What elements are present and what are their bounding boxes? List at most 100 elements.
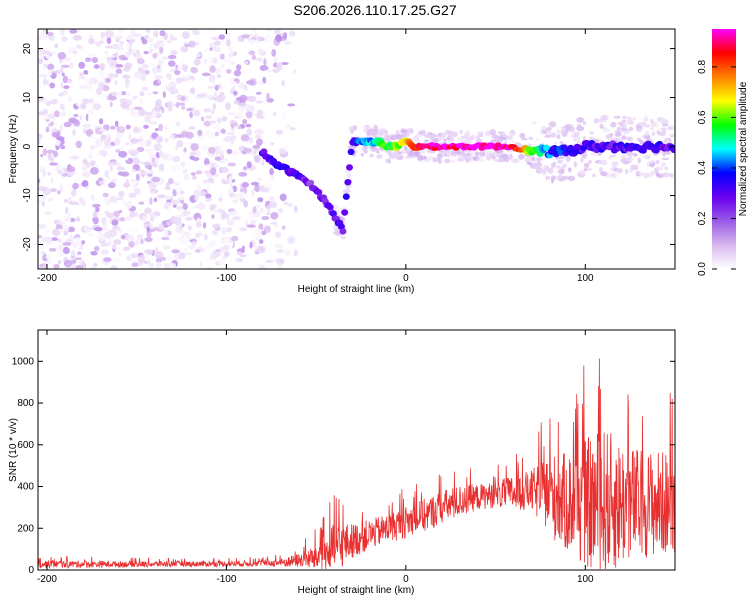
- heatmap-cell: [204, 48, 212, 52]
- heatmap-cell: [39, 32, 49, 41]
- heatmap-cell: [342, 189, 351, 193]
- heatmap-cell: [211, 214, 215, 219]
- heatmap-cell: [168, 177, 174, 185]
- heatmap-cell: [88, 98, 94, 104]
- heatmap-frame: [37, 28, 676, 270]
- heatmap-cell: [88, 233, 95, 237]
- heatmap-cell: [140, 68, 146, 74]
- heatmap-cell: [88, 82, 92, 90]
- heatmap-cell: [350, 128, 354, 135]
- heatmap-cell: [228, 46, 233, 51]
- heatmap-cell: [233, 90, 238, 96]
- heatmap-cell: [45, 254, 52, 260]
- heatmap-cell: [142, 161, 152, 165]
- heatmap-cell: [88, 34, 94, 39]
- heatmap-cell: [155, 99, 162, 107]
- heatmap-cell: [550, 175, 557, 181]
- heatmap-cell: [274, 220, 278, 228]
- heatmap-cell: [92, 74, 99, 78]
- heatmap-cell: [67, 212, 72, 216]
- heatmap-cell: [158, 223, 165, 231]
- heatmap-cell: [214, 92, 217, 97]
- heatmap-cell: [112, 225, 120, 230]
- heatmap-cell: [404, 156, 413, 160]
- heatmap-cell: [129, 211, 136, 218]
- heatmap-cell: [224, 251, 230, 257]
- heatmap-cell: [63, 121, 72, 128]
- colorbar-tick-label: 0.0: [697, 262, 708, 276]
- heatmap-cell: [576, 117, 585, 123]
- heatmap-cell: [613, 137, 620, 142]
- heatmap-cell: [270, 175, 275, 181]
- heatmap-cell: [38, 136, 42, 141]
- heatmap-cell: [602, 127, 610, 133]
- heatmap-cell: [71, 189, 77, 197]
- heatmap-cell: [526, 161, 532, 166]
- heatmap-cell: [73, 34, 82, 41]
- heatmap-cell: [366, 129, 372, 136]
- heatmap-cell: [249, 39, 257, 43]
- heatmap-cell: [47, 165, 54, 174]
- heatmap-cell: [219, 145, 223, 150]
- heatmap-cell: [47, 114, 55, 119]
- heatmap-cell: [264, 34, 272, 43]
- heatmap-cell: [174, 187, 183, 192]
- heatmap-cell: [57, 259, 62, 265]
- heatmap-cell: [208, 75, 213, 82]
- heatmap-cell: [130, 137, 139, 144]
- heatmap-cell: [182, 203, 188, 210]
- heatmap-cell: [669, 134, 675, 138]
- heatmap-cell: [259, 65, 269, 72]
- heatmap-cell: [79, 85, 89, 89]
- heatmap-cell: [193, 109, 201, 117]
- heatmap-cell: [81, 180, 89, 187]
- heatmap-cell: [161, 198, 166, 204]
- heatmap-cell: [38, 96, 45, 102]
- heatmap-cell: [274, 244, 284, 249]
- heatmap-cell: [195, 36, 201, 43]
- heatmap-cell: [105, 30, 115, 38]
- heatmap-cell: [203, 233, 208, 241]
- heatmap-cell: [110, 179, 116, 183]
- heatmap-cell: [293, 205, 298, 214]
- heatmap-cell: [245, 80, 255, 85]
- heatmap-cell: [655, 122, 659, 128]
- heatmap-cell: [179, 77, 185, 81]
- heatmap-cell: [237, 250, 243, 256]
- heatmap-cell: [214, 131, 219, 137]
- heatmap-cell: [140, 75, 147, 82]
- heatmap-cell: [81, 98, 90, 104]
- heatmap-cell: [51, 98, 58, 105]
- heatmap-cell: [186, 107, 194, 112]
- heatmap-cell: [203, 158, 210, 165]
- heatmap-cell: [91, 56, 99, 64]
- heatmap-cell: [58, 92, 64, 97]
- heatmap-cell: [574, 131, 580, 137]
- heatmap-cell: [232, 216, 241, 221]
- heatmap-cell: [484, 130, 491, 137]
- heatmap-cell: [59, 184, 64, 193]
- heatmap-cell: [154, 74, 164, 80]
- heatmap-cell: [55, 166, 63, 172]
- heatmap-cell: [46, 197, 54, 202]
- heatmap-cell: [332, 231, 341, 235]
- heatmap-cell: [50, 121, 54, 126]
- heatmap-cell: [141, 64, 149, 69]
- heatmap-cell: [121, 57, 129, 61]
- heatmap-cell: [66, 166, 76, 173]
- heatmap-cell: [217, 83, 222, 90]
- heatmap-cell: [145, 148, 154, 154]
- heatmap-cell: [238, 102, 247, 107]
- heatmap-cell: [216, 208, 225, 213]
- heatmap-cell: [76, 187, 80, 194]
- heatmap-cell: [256, 129, 264, 135]
- heatmap-cell: [451, 131, 455, 137]
- heatmap-cell: [237, 82, 245, 89]
- heatmap-cell: [199, 260, 204, 268]
- heatmap-cell: [151, 132, 159, 139]
- heatmap-cell: [238, 171, 248, 177]
- heatmap-cell: [42, 170, 46, 177]
- heatmap-cell: [275, 129, 284, 135]
- heatmap-cell: [219, 150, 225, 156]
- heatmap-cell: [220, 212, 225, 220]
